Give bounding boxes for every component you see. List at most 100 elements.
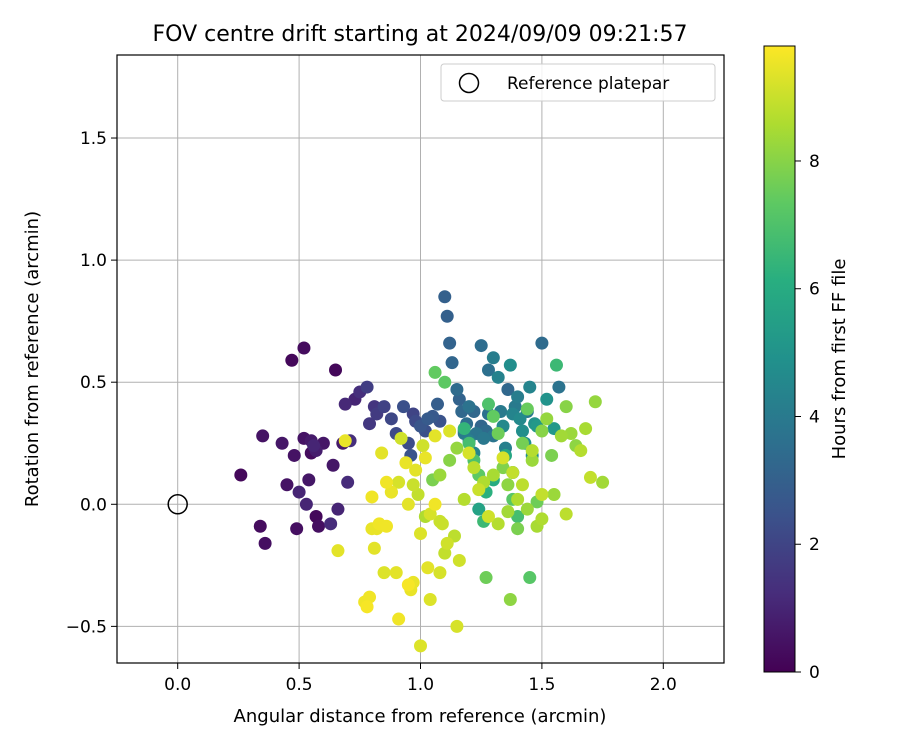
data-point bbox=[234, 468, 248, 482]
data-point bbox=[486, 409, 500, 423]
data-point bbox=[511, 390, 525, 404]
data-point bbox=[377, 400, 391, 414]
data-point bbox=[331, 502, 345, 516]
data-point bbox=[409, 463, 423, 477]
data-point bbox=[552, 380, 566, 394]
data-point bbox=[515, 478, 529, 492]
data-point bbox=[501, 505, 515, 519]
data-point bbox=[486, 351, 500, 365]
colorbar-tick-label: 6 bbox=[809, 280, 820, 300]
data-point bbox=[367, 541, 381, 555]
data-point bbox=[392, 612, 406, 626]
data-point bbox=[481, 397, 495, 411]
grid-lines bbox=[117, 55, 724, 663]
colorbar-label: Hours from first FF file bbox=[829, 259, 850, 460]
data-point bbox=[583, 470, 597, 484]
data-point bbox=[479, 571, 493, 585]
data-point bbox=[443, 424, 457, 438]
data-point bbox=[397, 400, 411, 414]
data-point bbox=[511, 522, 525, 536]
data-point bbox=[501, 478, 515, 492]
data-point bbox=[384, 412, 398, 426]
reference-marker bbox=[167, 494, 188, 515]
data-point bbox=[290, 522, 304, 536]
data-point bbox=[428, 497, 442, 511]
data-point bbox=[535, 424, 549, 438]
data-point bbox=[452, 392, 466, 406]
data-point bbox=[523, 380, 537, 394]
x-tick-label: 1.0 bbox=[407, 675, 434, 695]
colorbar-tick-label: 0 bbox=[809, 663, 820, 683]
data-point bbox=[511, 509, 525, 523]
data-point bbox=[462, 436, 476, 450]
data-point bbox=[559, 507, 573, 521]
data-point bbox=[392, 475, 406, 489]
data-point bbox=[545, 448, 559, 462]
data-point bbox=[511, 492, 525, 506]
data-point bbox=[331, 544, 345, 558]
x-tick-label: 1.5 bbox=[528, 675, 555, 695]
data-point bbox=[515, 436, 529, 450]
y-axis-ticks: −0.5 0.0 0.5 1.0 1.5 bbox=[66, 129, 117, 637]
data-point bbox=[433, 468, 447, 482]
data-point bbox=[411, 488, 425, 502]
data-point bbox=[503, 593, 517, 607]
data-point bbox=[462, 446, 476, 460]
data-point bbox=[450, 441, 464, 455]
data-point bbox=[506, 466, 520, 480]
data-point bbox=[445, 356, 459, 370]
data-point bbox=[326, 458, 340, 472]
data-point bbox=[547, 488, 561, 502]
data-point bbox=[443, 453, 457, 467]
data-point bbox=[440, 309, 454, 323]
data-point bbox=[515, 424, 529, 438]
data-point bbox=[401, 497, 415, 511]
legend: Reference platepar bbox=[440, 63, 716, 102]
data-point bbox=[520, 502, 534, 516]
data-point bbox=[363, 417, 377, 431]
data-point bbox=[438, 546, 452, 560]
data-point bbox=[360, 600, 374, 614]
data-point bbox=[406, 478, 420, 492]
data-point bbox=[450, 619, 464, 633]
data-point bbox=[380, 519, 394, 533]
data-point bbox=[423, 507, 437, 521]
x-tick-label: 0.0 bbox=[164, 675, 191, 695]
colorbar-gradient bbox=[763, 45, 796, 673]
data-point bbox=[287, 448, 301, 462]
data-point bbox=[486, 468, 500, 482]
data-point bbox=[588, 395, 602, 409]
data-point bbox=[477, 431, 491, 445]
data-point bbox=[302, 473, 316, 487]
data-point bbox=[438, 290, 452, 304]
data-point bbox=[338, 434, 352, 448]
data-point bbox=[579, 422, 593, 436]
data-point bbox=[329, 363, 343, 377]
data-point bbox=[574, 444, 588, 458]
y-tick-label: 1.5 bbox=[80, 129, 107, 149]
data-point bbox=[428, 365, 442, 379]
data-point bbox=[363, 590, 377, 604]
data-point bbox=[292, 485, 306, 499]
data-point bbox=[399, 456, 413, 470]
data-point bbox=[365, 490, 379, 504]
data-point bbox=[559, 400, 573, 414]
legend-box bbox=[440, 63, 716, 102]
data-point bbox=[421, 561, 435, 575]
y-tick-label: −0.5 bbox=[66, 617, 107, 637]
data-point bbox=[253, 519, 267, 533]
chart-title: FOV centre drift starting at 2024/09/09 … bbox=[153, 22, 688, 47]
data-point bbox=[472, 483, 486, 497]
data-point bbox=[423, 593, 437, 607]
data-point bbox=[564, 426, 578, 440]
data-point bbox=[384, 485, 398, 499]
colorbar-tick-label: 8 bbox=[809, 152, 820, 172]
data-point bbox=[481, 363, 495, 377]
data-point bbox=[418, 451, 432, 465]
data-point bbox=[258, 536, 272, 550]
data-point bbox=[523, 571, 537, 585]
data-point bbox=[433, 566, 447, 580]
data-point bbox=[472, 502, 486, 516]
data-point bbox=[309, 509, 323, 523]
